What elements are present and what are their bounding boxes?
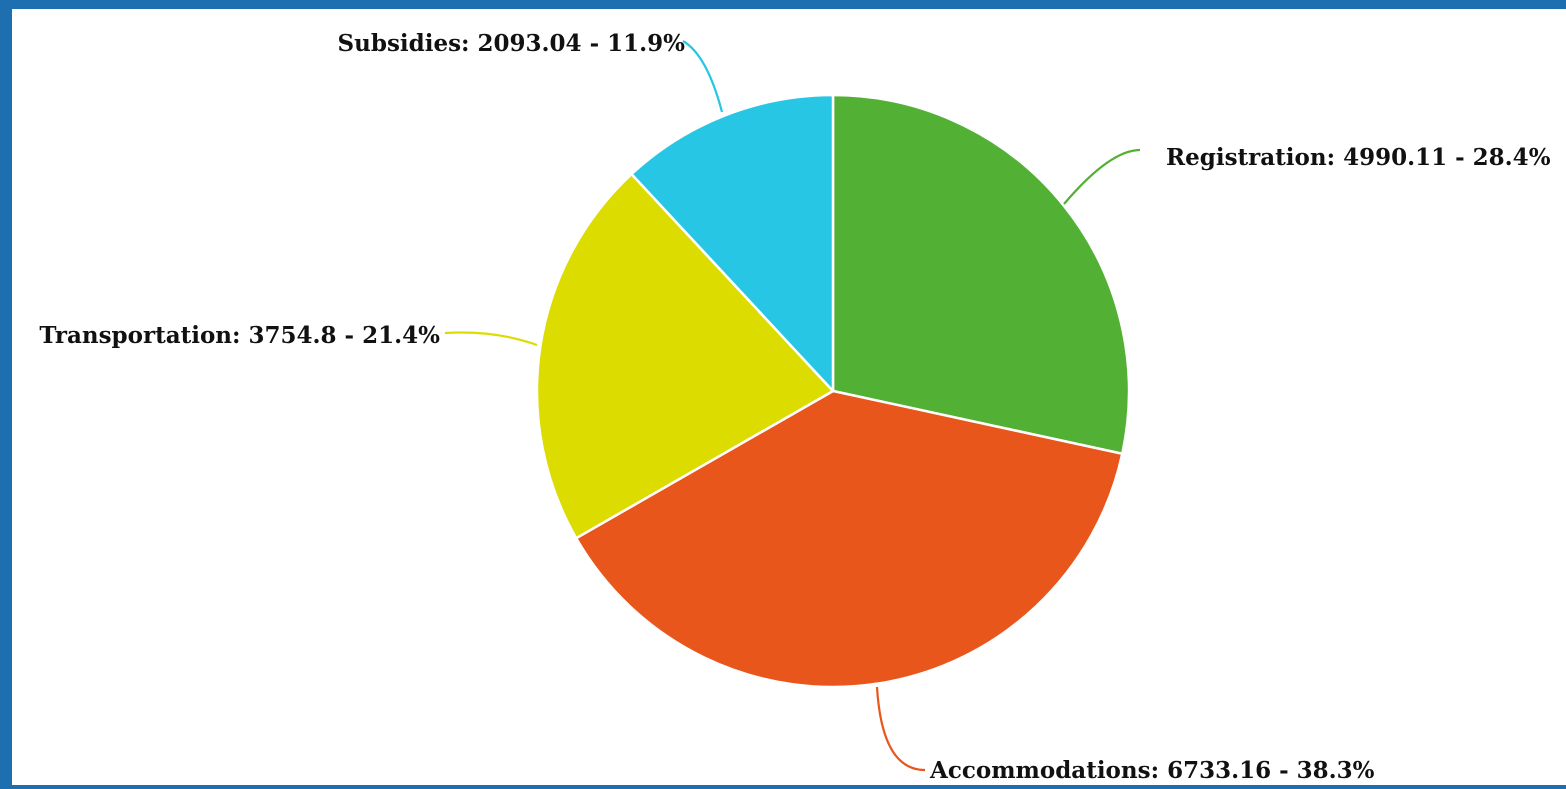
leader-line-subsidies — [682, 40, 724, 113]
pie-slices — [535, 93, 1131, 689]
slice-label-registration: Registration: 4990.11 - 28.4% — [1166, 144, 1551, 171]
label-leader-lines — [444, 40, 1141, 772]
slice-label-accommodations: Accommodations: 6733.16 - 38.3% — [929, 757, 1375, 784]
leader-line-registration — [1063, 148, 1141, 205]
leader-line-accommodations — [875, 686, 926, 772]
slice-label-subsidies: Subsidies: 2093.04 - 11.9% — [338, 30, 686, 57]
pie-slice-accommodations — [574, 389, 1124, 689]
leader-line-transportation — [444, 331, 538, 347]
pie-slice-transportation — [535, 172, 835, 540]
slice-label-transportation: Transportation: 3754.8 - 21.4% — [39, 322, 440, 349]
pie-slice-subsidies — [630, 93, 835, 393]
slice-labels: Registration: 4990.11 - 28.4% Accommodat… — [39, 30, 1550, 784]
pie-slice-registration — [831, 93, 1131, 455]
